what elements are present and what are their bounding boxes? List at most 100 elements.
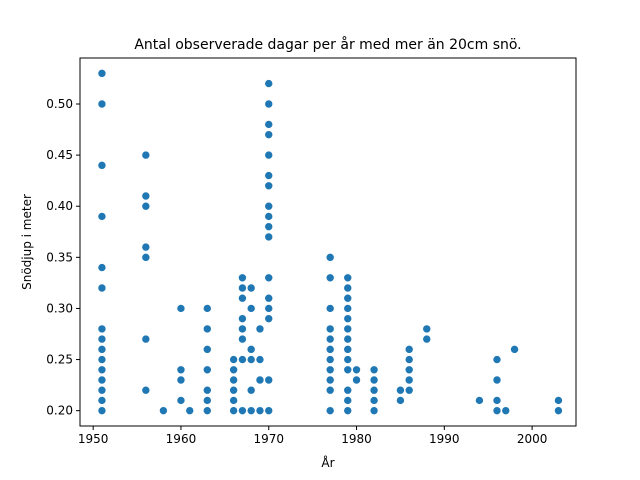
data-point [264, 273, 274, 283]
data-point [97, 283, 107, 293]
data-point [369, 406, 379, 415]
data-point [229, 406, 238, 415]
data-point [238, 355, 247, 364]
data-point [369, 385, 379, 395]
data-point [404, 385, 414, 395]
data-point [97, 334, 107, 344]
data-point [343, 324, 353, 334]
data-point [396, 385, 405, 395]
data-point [246, 406, 256, 415]
y-tick-label: 0.30 [46, 301, 73, 315]
data-point [202, 345, 212, 354]
data-point [264, 212, 274, 221]
data-point [343, 385, 353, 395]
data-point [264, 222, 274, 231]
data-point [202, 396, 212, 405]
data-point [202, 304, 212, 313]
x-tick-label: 1950 [78, 432, 109, 446]
y-tick-label: 0.45 [46, 148, 73, 162]
data-point [352, 375, 361, 385]
data-point [369, 396, 379, 405]
data-point [325, 304, 335, 313]
data-point [343, 283, 353, 293]
data-point [264, 201, 274, 211]
data-point [141, 191, 151, 201]
data-point [404, 365, 414, 375]
data-point [238, 293, 247, 303]
data-point [238, 283, 247, 293]
x-tick-label: 1980 [341, 432, 372, 446]
data-point [343, 314, 353, 323]
data-point [238, 273, 247, 283]
data-point [325, 365, 335, 375]
data-point [492, 375, 502, 385]
data-point [255, 406, 265, 415]
x-tick-label: 1960 [166, 432, 197, 446]
data-point [510, 345, 519, 354]
data-points [97, 69, 563, 415]
data-point [97, 69, 107, 78]
data-point [325, 345, 335, 354]
data-point [159, 406, 168, 415]
data-point [404, 375, 414, 385]
data-point [264, 99, 274, 109]
data-point [238, 334, 247, 344]
data-point [343, 273, 353, 283]
data-point [141, 385, 151, 395]
data-point [343, 345, 353, 354]
data-point [229, 355, 238, 364]
data-point [325, 406, 335, 415]
data-point [202, 365, 212, 375]
data-point [264, 304, 274, 313]
data-point [264, 130, 274, 139]
data-point [97, 375, 107, 385]
data-point [141, 334, 151, 344]
data-point [246, 283, 256, 293]
data-point [422, 334, 432, 344]
plot-frame [79, 57, 577, 427]
x-tick-label: 2000 [517, 432, 548, 446]
data-point [238, 406, 247, 415]
x-tick-label: 1990 [429, 432, 460, 446]
data-point [176, 365, 186, 375]
data-point [404, 345, 414, 354]
data-point [492, 406, 502, 415]
data-point [343, 293, 353, 303]
data-point [422, 324, 432, 334]
data-point [475, 396, 484, 405]
data-point [264, 406, 274, 415]
data-point [246, 304, 256, 313]
data-point [325, 253, 335, 262]
data-point [343, 355, 353, 364]
data-point [492, 355, 502, 364]
data-point [97, 99, 107, 109]
data-point [343, 334, 353, 344]
data-point [97, 263, 107, 272]
data-point [97, 212, 107, 221]
data-point [264, 232, 274, 242]
data-point [264, 150, 274, 160]
data-point [264, 79, 274, 88]
x-axis-label: År [321, 455, 334, 470]
data-point [369, 375, 379, 385]
data-point [202, 385, 212, 395]
x-axis-ticks: 1950 1960 1970 1980 1990 2000 [78, 426, 547, 446]
data-point [97, 161, 107, 170]
data-point [325, 375, 335, 385]
data-point [396, 396, 405, 405]
y-axis-label: Snödjup i meter [20, 194, 34, 290]
data-point [343, 365, 353, 375]
data-point [325, 385, 335, 395]
data-point [97, 365, 107, 375]
data-point [264, 171, 274, 180]
data-point [246, 385, 256, 395]
data-point [501, 406, 511, 415]
data-point [325, 324, 335, 334]
data-point [369, 365, 379, 375]
data-point [97, 396, 107, 405]
data-point [202, 324, 212, 334]
data-point [264, 120, 274, 129]
y-tick-label: 0.35 [46, 250, 73, 264]
data-point [325, 334, 335, 344]
